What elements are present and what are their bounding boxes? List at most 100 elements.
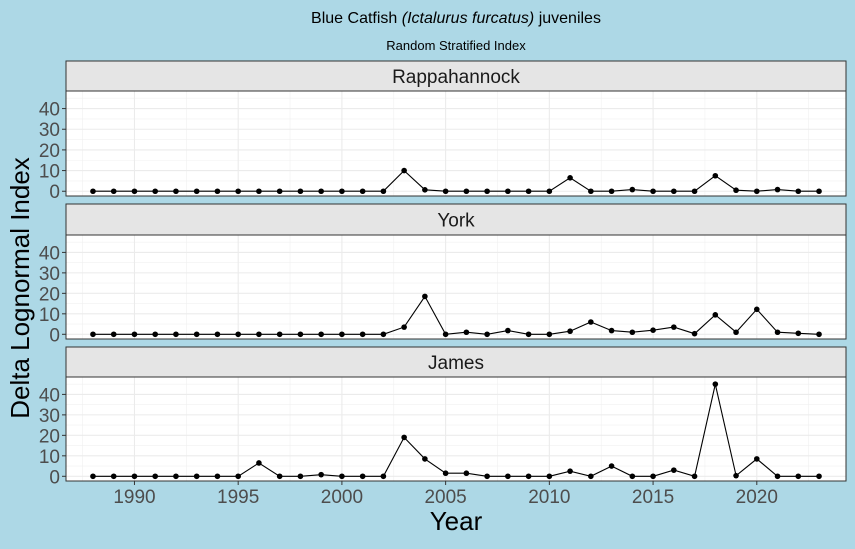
data-point (671, 188, 677, 195)
x-tick-label: 1990 (113, 487, 155, 508)
data-point (753, 456, 760, 462)
data-point (525, 473, 532, 480)
y-tick-label: 30 (39, 120, 60, 141)
data-point (422, 186, 428, 193)
data-point (110, 331, 117, 338)
data-point (90, 331, 96, 338)
y-tick-label: 20 (39, 426, 60, 447)
data-point (339, 473, 345, 480)
data-point (588, 473, 594, 480)
y-tick-label: 10 (39, 162, 60, 183)
plot-area (66, 377, 846, 481)
data-point (795, 473, 802, 480)
data-point (463, 329, 470, 336)
data-point (816, 188, 822, 195)
x-tick-label: 2010 (528, 487, 570, 508)
data-point (359, 188, 366, 195)
data-point (173, 331, 179, 338)
data-point (380, 188, 387, 195)
data-point (318, 471, 324, 478)
data-point (567, 468, 573, 474)
chart-title: Blue Catfish (Ictalurus furcatus) juveni… (311, 10, 601, 27)
data-point (318, 188, 324, 195)
data-point (110, 473, 117, 480)
data-point (339, 331, 345, 338)
data-point (816, 473, 822, 480)
y-tick-label: 10 (39, 305, 60, 326)
plot-area (66, 235, 846, 339)
data-point (608, 463, 615, 469)
x-tick-label: 1995 (217, 487, 259, 508)
title-part-3: juveniles (534, 10, 601, 27)
data-point (152, 473, 159, 480)
data-point (442, 188, 449, 195)
data-point (546, 188, 553, 195)
data-point (795, 330, 802, 337)
data-point (505, 327, 511, 334)
data-point (463, 470, 470, 477)
data-point (193, 331, 200, 338)
data-point (484, 473, 490, 480)
data-point (297, 473, 304, 480)
data-point (691, 188, 698, 195)
data-point (629, 186, 636, 193)
facet-strip (65, 60, 847, 92)
chart-subtitle: Random Stratified Index (386, 38, 526, 53)
data-point (774, 329, 781, 336)
y-tick-label: 40 (39, 243, 60, 264)
data-point (505, 188, 511, 195)
data-point (131, 331, 138, 338)
data-point (442, 331, 449, 338)
data-point (753, 306, 760, 313)
data-point (567, 328, 573, 335)
data-point (276, 473, 283, 480)
data-point (214, 473, 221, 480)
data-point (588, 319, 594, 325)
plot-area (66, 91, 846, 196)
data-point (214, 331, 221, 338)
data-point (256, 188, 262, 195)
data-point (629, 329, 636, 336)
data-point (753, 188, 760, 195)
y-tick-label: 30 (39, 264, 60, 285)
data-point (276, 331, 283, 338)
data-point (774, 473, 781, 480)
data-point (152, 188, 159, 195)
y-tick-label: 0 (49, 467, 60, 488)
data-point (339, 188, 345, 195)
facet-strip-label: York (437, 211, 475, 232)
data-point (505, 473, 511, 480)
series-line (93, 169, 819, 192)
data-point (691, 473, 698, 480)
facet-strip-label: Rappahannock (392, 67, 520, 88)
data-point (214, 188, 221, 195)
data-point (712, 312, 719, 318)
data-point (795, 188, 802, 195)
data-point (359, 473, 366, 480)
data-point (256, 331, 262, 338)
data-point (608, 188, 615, 195)
data-point (235, 188, 241, 195)
data-point (733, 472, 739, 479)
data-point (422, 456, 428, 462)
data-point (463, 188, 470, 195)
data-point (691, 330, 698, 337)
data-point (297, 331, 304, 338)
x-axis-title: Year (430, 506, 483, 536)
data-point (442, 470, 449, 477)
data-point (671, 324, 677, 330)
data-point (152, 331, 159, 338)
data-point (131, 188, 138, 195)
y-axis-title: Delta Lognormal Index (5, 157, 35, 419)
data-point (235, 331, 241, 338)
y-tick-label: 40 (39, 100, 60, 121)
x-tick-label: 2015 (632, 487, 674, 508)
panel-border (65, 376, 847, 482)
data-point (380, 331, 387, 338)
panel-border (65, 234, 847, 340)
data-point (318, 331, 324, 338)
data-point (297, 188, 304, 195)
